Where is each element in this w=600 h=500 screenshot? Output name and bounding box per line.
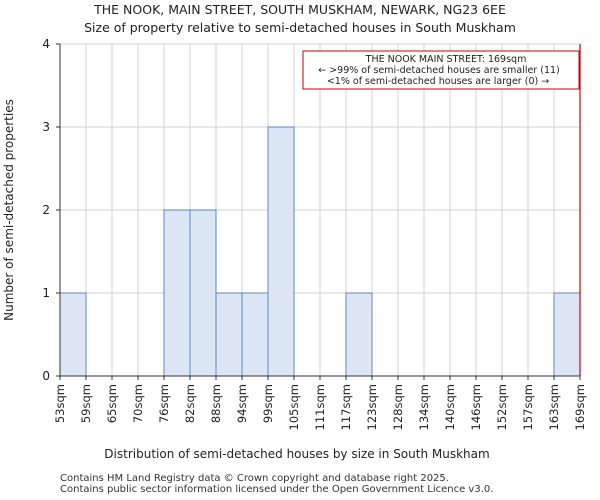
x-tick-label: 76sqm xyxy=(157,384,171,423)
y-tick-label: 1 xyxy=(42,286,50,300)
footer-attribution-1: Contains HM Land Registry data © Crown c… xyxy=(60,473,449,484)
grid-lines xyxy=(59,43,581,377)
y-tick-label: 2 xyxy=(42,203,50,217)
x-tick-label: 169sqm xyxy=(573,384,587,430)
x-tick-label: 152sqm xyxy=(495,384,509,430)
y-tick-label: 3 xyxy=(42,120,50,134)
x-tick-label: 123sqm xyxy=(365,384,379,430)
x-tick-label: 146sqm xyxy=(469,384,483,430)
x-tick-label: 59sqm xyxy=(79,384,93,423)
x-tick-label: 99sqm xyxy=(261,384,275,423)
annotation-line-2: ← >99% of semi-detached houses are small… xyxy=(318,65,560,76)
bar xyxy=(59,292,87,377)
x-tick-label: 111sqm xyxy=(313,384,327,430)
y-tick-label: 0 xyxy=(42,369,50,383)
x-tick-labels: 53sqm 59sqm 65sqm 70sqm 76sqm 82sqm 88sqm 94sqm… xyxy=(53,376,587,430)
x-tick-label: 53sqm xyxy=(53,384,67,423)
annotation-line-1: THE NOOK MAIN STREET: 169sqm xyxy=(365,54,527,65)
footer-attribution-2: Contains public sector information licen… xyxy=(60,484,494,495)
bar xyxy=(345,292,373,377)
x-tick-label: 134sqm xyxy=(417,384,431,430)
x-tick-label: 128sqm xyxy=(391,384,405,430)
x-tick-label: 88sqm xyxy=(209,384,223,423)
x-tick-label: 140sqm xyxy=(443,384,457,430)
x-tick-label: 117sqm xyxy=(339,384,353,430)
x-tick-label: 157sqm xyxy=(521,384,535,430)
x-tick-label: 163sqm xyxy=(547,384,561,430)
annotation-box xyxy=(302,50,580,90)
bar xyxy=(267,126,295,377)
y-tick-labels: 0 1 2 3 4 xyxy=(42,37,60,383)
y-tick-label: 4 xyxy=(42,37,50,51)
chart-subtitle: Size of property relative to semi-detach… xyxy=(84,20,516,35)
y-axis-label: Number of semi-detached properties xyxy=(2,99,16,321)
x-tick-label: 70sqm xyxy=(131,384,145,423)
x-tick-label: 105sqm xyxy=(287,384,301,430)
x-tick-label: 82sqm xyxy=(183,384,197,423)
bar xyxy=(241,292,269,377)
x-tick-label: 65sqm xyxy=(105,384,119,423)
bar xyxy=(189,209,217,377)
annotation-line-3: <1% of semi-detached houses are larger (… xyxy=(327,76,549,87)
bar xyxy=(553,292,581,377)
bar xyxy=(163,209,191,377)
x-axis-label: Distribution of semi-detached houses by … xyxy=(104,447,489,461)
x-tick-label: 94sqm xyxy=(235,384,249,423)
bar xyxy=(215,292,243,377)
chart-title: THE NOOK, MAIN STREET, SOUTH MUSKHAM, NE… xyxy=(93,2,506,17)
